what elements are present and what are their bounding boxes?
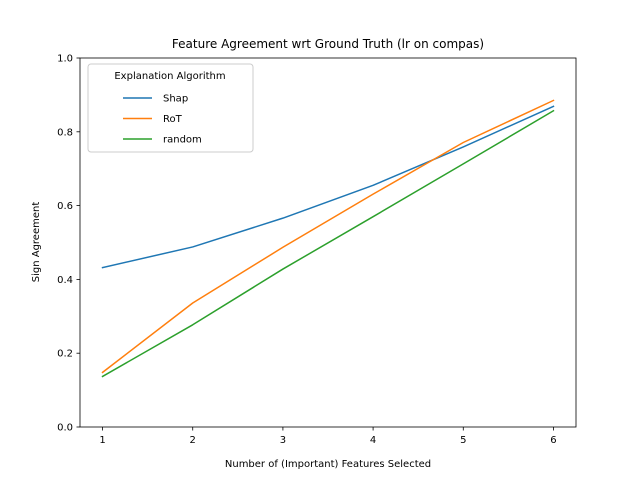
legend-label-random: random [163, 135, 202, 146]
series-line-rot [101, 99, 555, 374]
plot-area: 1 2 3 4 5 6 0.0 0.2 0.4 0.6 0.8 1.0 [57, 54, 577, 446]
x-tick-label: 4 [370, 435, 376, 446]
chart-title: Feature Agreement wrt Ground Truth (lr o… [172, 37, 484, 51]
legend-box [87, 63, 254, 153]
legend-label-rot: RoT [163, 114, 183, 125]
y-tick-label: 0.0 [57, 423, 73, 434]
axes-frame [79, 57, 577, 428]
legend-entries: Shap RoT random [123, 94, 202, 146]
legend: Explanation Algorithm Shap RoT random [87, 63, 254, 153]
series-line-shap [101, 105, 555, 269]
series-line-random [101, 109, 555, 378]
y-tick-label: 0.4 [57, 275, 73, 286]
x-tick-label: 2 [190, 435, 196, 446]
x-tick-label: 5 [460, 435, 466, 446]
y-tick-label: 0.2 [57, 349, 73, 360]
y-tick-label: 0.8 [57, 127, 73, 138]
legend-title: Explanation Algorithm [114, 71, 225, 82]
x-tick-label: 3 [280, 435, 286, 446]
x-tick-label: 1 [99, 435, 105, 446]
y-tick-label: 0.6 [57, 201, 73, 212]
x-axis-label: Number of (Important) Features Selected [225, 459, 431, 470]
x-tick-label: 6 [550, 435, 556, 446]
y-tick-label: 1.0 [57, 54, 73, 65]
legend-label-shap: Shap [163, 94, 188, 105]
y-axis-label: Sign Agreement [31, 202, 42, 283]
